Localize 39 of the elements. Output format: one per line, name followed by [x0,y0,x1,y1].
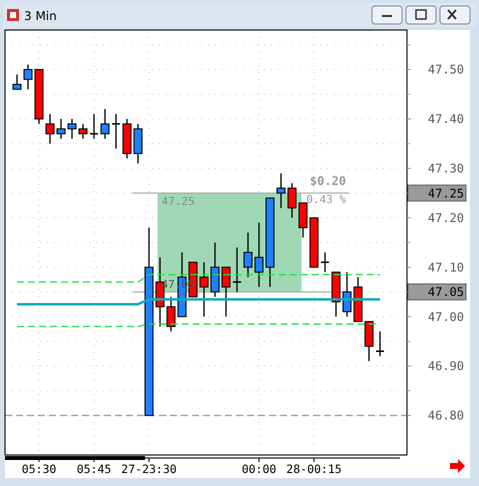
chart-title: 3 Min [24,9,57,23]
candlestick [100,108,110,140]
candlestick [111,113,121,150]
candlestick [89,113,99,140]
candlestick [276,172,286,209]
y-tick-label: 47.20 [428,210,464,225]
y-tick-label: 47.40 [428,112,464,126]
candlestick [244,232,252,278]
candlestick [46,113,54,144]
y-tick-label: 46.80 [428,408,464,423]
candlestick [254,222,264,288]
x-tick-label: 27-23:30 [121,462,177,476]
candlestick [78,123,88,140]
y-tick-label: 47.50 [428,62,464,77]
candlestick [375,330,385,357]
candlestick [12,74,22,90]
candlestick [222,266,230,318]
candlestick [68,118,76,140]
candlestick [320,252,330,273]
y-tick-label: 46.90 [428,359,464,374]
annotation: 0.43 % [306,193,346,206]
candlestick [24,64,32,90]
candlestick [56,118,66,140]
x-tick-label: 05:30 [22,462,56,476]
annotation: 47.05 [162,278,195,291]
y-tick-label: 47.10 [428,260,464,274]
annotation: 47.25 [162,195,195,208]
candlestick [200,262,208,318]
x-tick-label: 28-00:15 [286,462,342,476]
x-tick-label: 05:45 [76,462,112,476]
candlestick [232,246,242,293]
y-tick-label: 47.00 [428,310,464,324]
y-tick-label: 47.05 [428,285,464,300]
y-tick-label: 47.30 [428,162,464,176]
annotation: $0.20 [310,174,346,188]
x-tick-label: 00:00 [242,462,276,476]
candlestick [166,296,176,332]
y-tick-label: 47.25 [428,186,464,200]
candlestick [288,182,296,218]
